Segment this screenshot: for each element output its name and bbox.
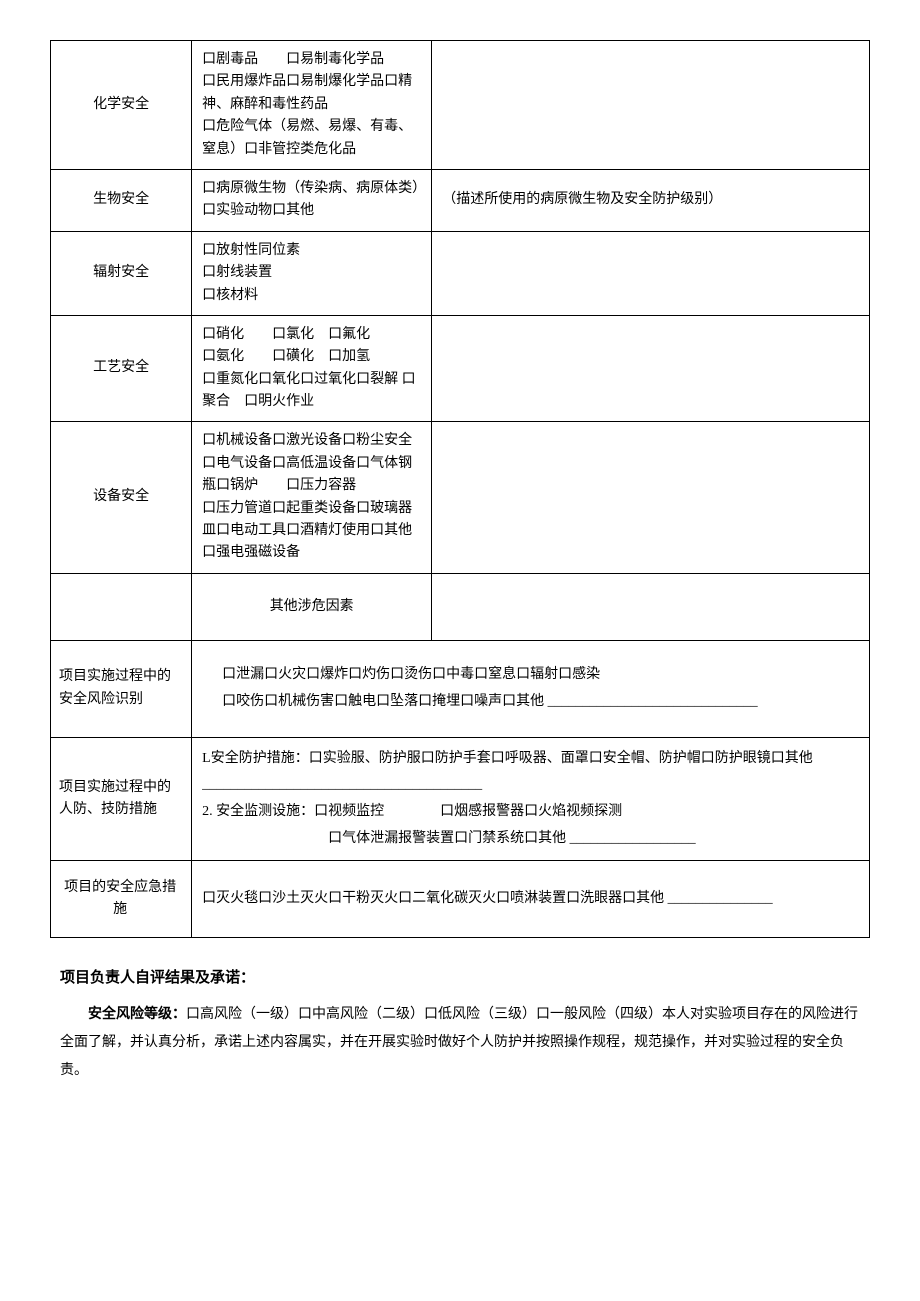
other-factors-label: 其他涉危因素 xyxy=(192,573,432,640)
protection-line1: L安全防护措施：口实验服、防护服口防护手套口呼吸器、面罩口安全帽、防护帽口防护眼… xyxy=(202,746,859,799)
emergency-label: 项目的安全应急措施 xyxy=(51,861,192,938)
risk-id-line2: 口咬伤口机械伤害口触电口坠落口掩埋口噪声口其他 ________________… xyxy=(222,689,859,716)
other-factors-row: 其他涉危因素 xyxy=(51,573,870,640)
process-safety-row: 工艺安全 口硝化 口氯化 口氟化 口氨化 口磺化 口加氢 口重氮化口氧化口过氧化… xyxy=(51,315,870,422)
chemical-safety-label: 化学安全 xyxy=(51,41,192,170)
process-safety-options: 口硝化 口氯化 口氟化 口氨化 口磺化 口加氢 口重氮化口氧化口过氧化口裂解 口… xyxy=(192,315,432,422)
self-assessment-statement: 项目负责人自评结果及承诺： 安全风险等级：口高风险（一级）口中高风险（二级）口低… xyxy=(50,963,870,1085)
other-factors-empty xyxy=(51,573,192,640)
statement-body: 安全风险等级：口高风险（一级）口中高风险（二级）口低风险（三级）口一般风险（四级… xyxy=(60,1001,860,1085)
protection-line2a: 口视频监控 口烟感报警器口火焰视频探测 xyxy=(314,804,622,819)
radiation-safety-label: 辐射安全 xyxy=(51,231,192,315)
radiation-safety-desc xyxy=(432,231,870,315)
bio-safety-row: 生物安全 口病原微生物（传染病、病原体类）口实验动物口其他 （描述所使用的病原微… xyxy=(51,169,870,231)
risk-level-label: 安全风险等级： xyxy=(88,1007,186,1022)
radiation-safety-row: 辐射安全 口放射性同位素 口射线装置 口核材料 xyxy=(51,231,870,315)
protection-line2-prefix: 2. 安全监测设施： xyxy=(202,804,314,819)
process-safety-label: 工艺安全 xyxy=(51,315,192,422)
chemical-safety-options: 口剧毒品 口易制毒化学品 口民用爆炸品口易制爆化学品口精神、麻醉和毒性药品 口危… xyxy=(192,41,432,170)
equipment-safety-desc xyxy=(432,422,870,573)
protection-measures-row: 项目实施过程中的人防、技防措施 L安全防护措施：口实验服、防护服口防护手套口呼吸… xyxy=(51,737,870,860)
equipment-safety-options: 口机械设备口激光设备口粉尘安全口电气设备口高低温设备口气体钢瓶口锅炉 口压力容器… xyxy=(192,422,432,573)
risk-id-line1: 口泄漏口火灾口爆炸口灼伤口烫伤口中毒口窒息口辐射口感染 xyxy=(222,662,859,689)
emergency-content: 口灭火毯口沙土灭火口干粉灭火口二氧化碳灭火口喷淋装置口洗眼器口其他 ______… xyxy=(192,861,870,938)
other-factors-desc xyxy=(432,573,870,640)
protection-content: L安全防护措施：口实验服、防护服口防护手套口呼吸器、面罩口安全帽、防护帽口防护眼… xyxy=(192,737,870,860)
bio-safety-label: 生物安全 xyxy=(51,169,192,231)
process-safety-desc xyxy=(432,315,870,422)
risk-identification-row: 项目实施过程中的安全风险识别 口泄漏口火灾口爆炸口灼伤口烫伤口中毒口窒息口辐射口… xyxy=(51,640,870,737)
protection-line2: 2. 安全监测设施：口视频监控 口烟感报警器口火焰视频探测 口气体泄漏报警装置口… xyxy=(202,799,859,852)
protection-line2b: 口气体泄漏报警装置口门禁系统口其他 __________________ xyxy=(202,826,859,853)
equipment-safety-label: 设备安全 xyxy=(51,422,192,573)
risk-assessment-table: 化学安全 口剧毒品 口易制毒化学品 口民用爆炸品口易制爆化学品口精神、麻醉和毒性… xyxy=(50,40,870,938)
risk-identification-label: 项目实施过程中的安全风险识别 xyxy=(51,640,192,737)
protection-line1-prefix: L安全防护措施： xyxy=(202,751,309,766)
protection-label: 项目实施过程中的人防、技防措施 xyxy=(51,737,192,860)
chemical-safety-desc xyxy=(432,41,870,170)
statement-title: 项目负责人自评结果及承诺： xyxy=(60,963,860,993)
bio-safety-options: 口病原微生物（传染病、病原体类）口实验动物口其他 xyxy=(192,169,432,231)
bio-safety-desc: （描述所使用的病原微生物及安全防护级别） xyxy=(432,169,870,231)
chemical-safety-row: 化学安全 口剧毒品 口易制毒化学品 口民用爆炸品口易制爆化学品口精神、麻醉和毒性… xyxy=(51,41,870,170)
risk-identification-content: 口泄漏口火灾口爆炸口灼伤口烫伤口中毒口窒息口辐射口感染 口咬伤口机械伤害口触电口… xyxy=(192,640,870,737)
emergency-measures-row: 项目的安全应急措施 口灭火毯口沙土灭火口干粉灭火口二氧化碳灭火口喷淋装置口洗眼器… xyxy=(51,861,870,938)
radiation-safety-options: 口放射性同位素 口射线装置 口核材料 xyxy=(192,231,432,315)
equipment-safety-row: 设备安全 口机械设备口激光设备口粉尘安全口电气设备口高低温设备口气体钢瓶口锅炉 … xyxy=(51,422,870,573)
